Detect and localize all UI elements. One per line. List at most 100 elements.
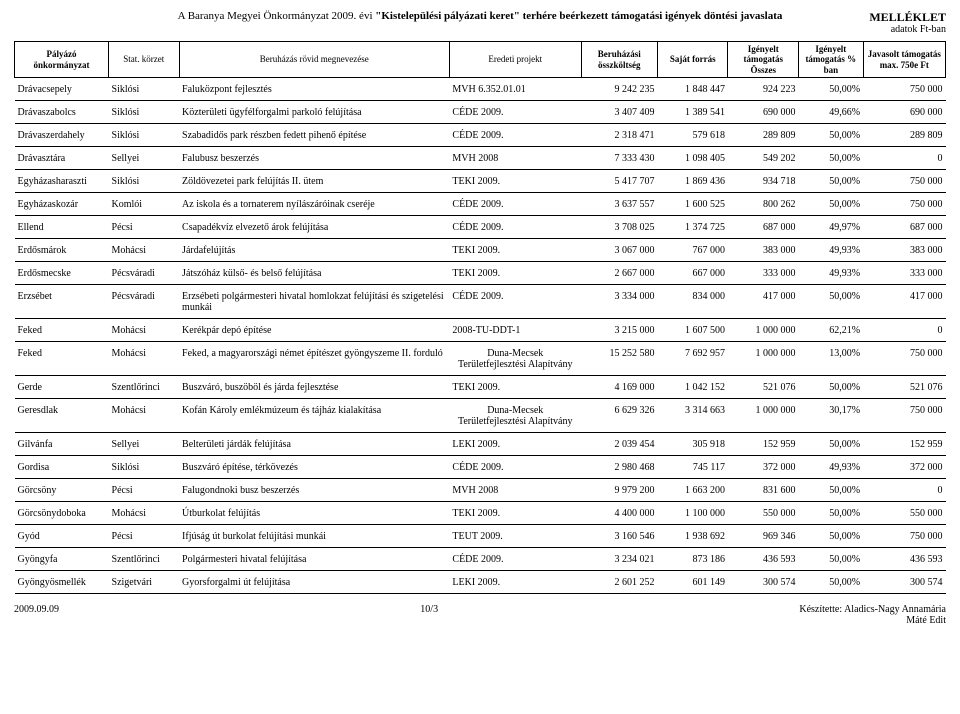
cell: 2 318 471 <box>581 124 657 147</box>
table-row: DrávasztáraSellyeiFalubusz beszerzésMVH … <box>15 147 946 170</box>
cell: Görcsönydoboka <box>15 502 109 525</box>
table-row: ErdősmecskePécsváradiJátszóház külső- és… <box>15 262 946 285</box>
cell: 50,00% <box>799 193 864 216</box>
col-javasolt: Javasolt támogatás max. 750e Ft <box>863 42 945 78</box>
cell: 2008-TU-DDT-1 <box>449 319 581 342</box>
cell: 3 334 000 <box>581 285 657 319</box>
cell: TEKI 2009. <box>449 502 581 525</box>
cell: 49,93% <box>799 239 864 262</box>
cell: 333 000 <box>728 262 799 285</box>
table-row: GeresdlakMohácsiKofán Károly emlékmúzeum… <box>15 399 946 433</box>
cell: 436 593 <box>863 548 945 571</box>
cell: 50,00% <box>799 376 864 399</box>
cell: 750 000 <box>863 399 945 433</box>
cell: 601 149 <box>657 571 728 594</box>
cell: 521 076 <box>728 376 799 399</box>
title-prefix: A Baranya Megyei Önkormányzat 2009. évi <box>178 10 376 22</box>
cell: 7 692 957 <box>657 342 728 376</box>
cell: Falubusz beszerzés <box>179 147 449 170</box>
cell: 873 186 <box>657 548 728 571</box>
prepared-by: Készítette: Aladics-Nagy Annamária <box>799 604 946 615</box>
cell: 333 000 <box>863 262 945 285</box>
col-szazalek: Igényelt támogatás % ban <box>799 42 864 78</box>
cell: 1 042 152 <box>657 376 728 399</box>
cell: 300 574 <box>863 571 945 594</box>
col-igenyelt: Igényelt támogatás Összes <box>728 42 799 78</box>
prepared-by-2: Máté Edit <box>906 615 946 626</box>
units-label: adatok Ft-ban <box>14 24 946 35</box>
cell: Mohácsi <box>109 342 180 376</box>
cell: LEKI 2009. <box>449 571 581 594</box>
page-title: A Baranya Megyei Önkormányzat 2009. évi … <box>14 10 946 22</box>
cell: 687 000 <box>863 216 945 239</box>
cell: Belterületi járdák felújítása <box>179 433 449 456</box>
cell: Gerde <box>15 376 109 399</box>
cell: 6 629 326 <box>581 399 657 433</box>
cell: 690 000 <box>863 101 945 124</box>
footer-page: 10/3 <box>420 604 438 626</box>
cell: Drávaszabolcs <box>15 101 109 124</box>
cell: 969 346 <box>728 525 799 548</box>
cell: Sellyei <box>109 433 180 456</box>
cell: 49,93% <box>799 262 864 285</box>
cell: 1 000 000 <box>728 319 799 342</box>
cell: 0 <box>863 147 945 170</box>
table-row: GerdeSzentlőrinciBuszváró, buszöböl és j… <box>15 376 946 399</box>
cell: Siklósi <box>109 101 180 124</box>
cell: Mohácsi <box>109 399 180 433</box>
cell: Pécsi <box>109 525 180 548</box>
cell: 50,00% <box>799 147 864 170</box>
cell: 549 202 <box>728 147 799 170</box>
cell: Falugondnoki busz beszerzés <box>179 479 449 502</box>
cell: Buszváró, buszöböl és járda fejlesztése <box>179 376 449 399</box>
cell: Mohácsi <box>109 239 180 262</box>
cell: 690 000 <box>728 101 799 124</box>
cell: 745 117 <box>657 456 728 479</box>
cell: 2 601 252 <box>581 571 657 594</box>
cell: Az iskola és a tornaterem nyílászáróinak… <box>179 193 449 216</box>
cell: 2 039 454 <box>581 433 657 456</box>
cell: Kerékpár depó építése <box>179 319 449 342</box>
cell: Pécsváradi <box>109 285 180 319</box>
cell: Feked, a magyarországi német építészet g… <box>179 342 449 376</box>
cell: 1 098 405 <box>657 147 728 170</box>
cell: Gordisa <box>15 456 109 479</box>
table-row: GyódPécsiIfjúság út burkolat felújítási … <box>15 525 946 548</box>
cell: TEKI 2009. <box>449 170 581 193</box>
cell: Feked <box>15 319 109 342</box>
data-table: Pályázó önkormányzat Stat. körzet Beruhá… <box>14 41 946 594</box>
cell: Gyöngyfa <box>15 548 109 571</box>
cell: 30,17% <box>799 399 864 433</box>
table-row: DrávacsepelySiklósiFaluközpont fejleszté… <box>15 78 946 101</box>
cell: 1 100 000 <box>657 502 728 525</box>
cell: Feked <box>15 342 109 376</box>
cell: 50,00% <box>799 479 864 502</box>
col-osszkoltseg: Beruházási összköltség <box>581 42 657 78</box>
cell: 750 000 <box>863 78 945 101</box>
cell: 5 417 707 <box>581 170 657 193</box>
cell: Erdősmecske <box>15 262 109 285</box>
cell: 1 938 692 <box>657 525 728 548</box>
cell: 1 848 447 <box>657 78 728 101</box>
cell: 49,97% <box>799 216 864 239</box>
cell: 4 169 000 <box>581 376 657 399</box>
cell: 300 574 <box>728 571 799 594</box>
cell: 50,00% <box>799 124 864 147</box>
cell: 289 809 <box>728 124 799 147</box>
cell: Pécsi <box>109 479 180 502</box>
cell: 3 708 025 <box>581 216 657 239</box>
table-row: FekedMohácsiFeked, a magyarországi német… <box>15 342 946 376</box>
cell: Zöldövezetei park felújítás II. ütem <box>179 170 449 193</box>
col-palyazo: Pályázó önkormányzat <box>15 42 109 78</box>
cell: 550 000 <box>728 502 799 525</box>
cell: 924 223 <box>728 78 799 101</box>
cell: Drávasztára <box>15 147 109 170</box>
cell: Faluközpont fejlesztés <box>179 78 449 101</box>
table-row: GörcsönyPécsiFalugondnoki busz beszerzés… <box>15 479 946 502</box>
cell: Szabadidős park részben fedett pihenő ép… <box>179 124 449 147</box>
cell: 9 242 235 <box>581 78 657 101</box>
cell: 2 980 468 <box>581 456 657 479</box>
table-row: FekedMohácsiKerékpár depó építése2008-TU… <box>15 319 946 342</box>
cell: Drávaszerdahely <box>15 124 109 147</box>
cell: 550 000 <box>863 502 945 525</box>
